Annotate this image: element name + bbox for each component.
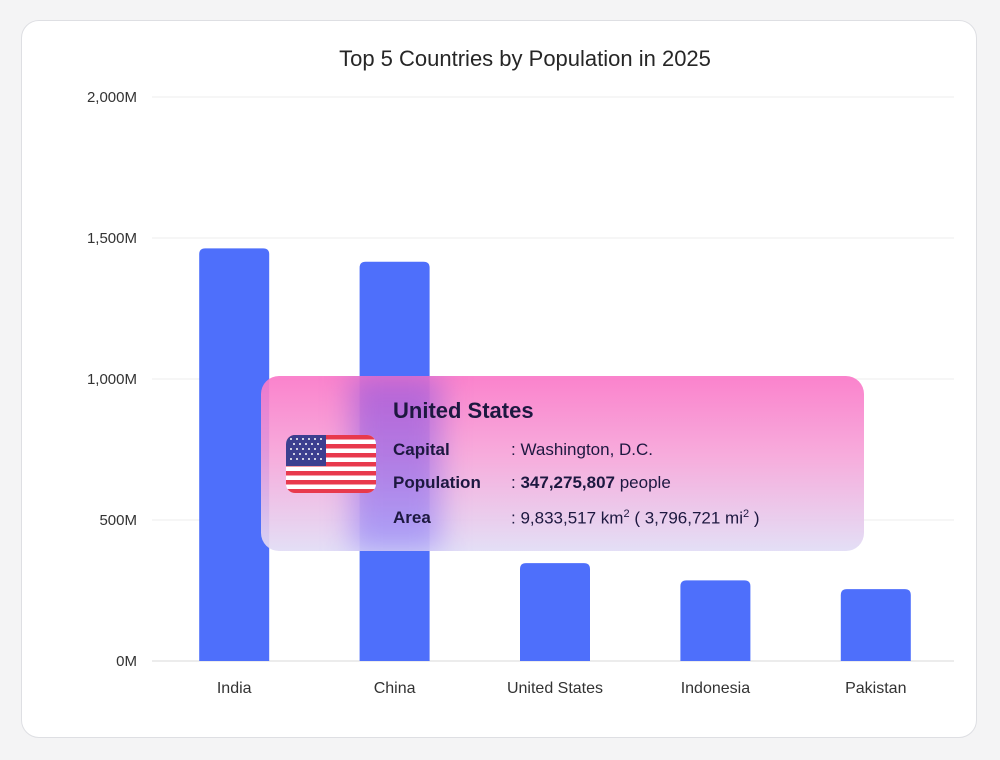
tooltip-country-name: United States xyxy=(393,398,534,423)
bar-pakistan[interactable] xyxy=(840,589,911,661)
y-tick-label: 1,000M xyxy=(87,371,137,388)
bar-india[interactable] xyxy=(199,248,270,661)
y-tick-label: 0M xyxy=(116,653,137,670)
x-tick-label: Pakistan xyxy=(845,680,906,697)
x-tick-label: China xyxy=(374,680,416,697)
y-tick-label: 1,500M xyxy=(87,230,137,247)
bar-united-states[interactable] xyxy=(520,563,590,661)
area-km: : 9,833,517 km xyxy=(511,508,624,528)
country-tooltip: United States Capital : Washington, D.C.… xyxy=(261,376,864,551)
area-mi-exponent: 2 xyxy=(743,508,750,520)
population-value: 347,275,807 xyxy=(520,473,615,492)
bar-layer xyxy=(199,248,911,661)
population-bar-chart: Top 5 Countries by Population in 2025 0M… xyxy=(87,46,954,697)
x-tick-label: United States xyxy=(507,680,603,697)
area-mi: ( 3,796,721 mi xyxy=(629,508,743,528)
population-unit: people xyxy=(615,473,671,492)
y-tick-label: 500M xyxy=(99,512,137,529)
area-km-exponent: 2 xyxy=(623,508,630,520)
population-value-line: : 347,275,807 people xyxy=(511,473,671,493)
capital-label: Capital xyxy=(393,440,450,459)
area-close: ) xyxy=(749,508,760,528)
area-value-line: : 9,833,517 km2 ( 3,796,721 mi2 ) xyxy=(511,508,760,529)
us-flag-icon xyxy=(286,435,376,493)
population-separator: : xyxy=(511,473,521,492)
chart-title: Top 5 Countries by Population in 2025 xyxy=(339,46,711,71)
x-axis-ticks: India China United States Indonesia Pakistan xyxy=(217,680,907,697)
capital-value: : Washington, D.C. xyxy=(511,440,654,459)
y-tick-label: 2,000M xyxy=(87,89,137,106)
population-label: Population xyxy=(393,473,481,492)
area-label: Area xyxy=(393,508,431,527)
x-tick-label: Indonesia xyxy=(681,680,750,697)
bar-indonesia[interactable] xyxy=(680,580,751,661)
x-tick-label: India xyxy=(217,680,252,697)
